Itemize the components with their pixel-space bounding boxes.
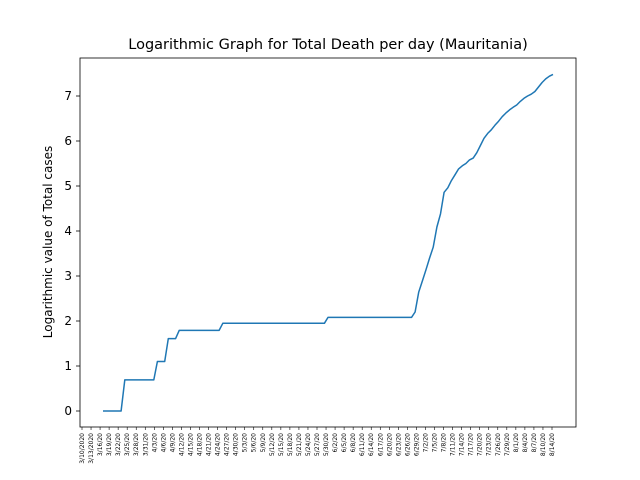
x-tick-label: 3/28/20 [133, 433, 140, 456]
x-tick-label: 4/18/20 [197, 433, 204, 456]
x-tick-label: 5/18/20 [287, 433, 294, 456]
x-tick-label: 3/13/2020 [88, 433, 95, 464]
x-tick-label: 6/20/20 [386, 433, 393, 456]
x-tick-label: 6/5/20 [341, 433, 348, 452]
x-tick-label: 6/23/20 [395, 433, 402, 456]
x-tick-label: 3/10/2020 [79, 433, 86, 464]
x-tick-label: 6/8/20 [350, 433, 357, 452]
plot-area [79, 57, 577, 428]
x-tick-label: 5/21/20 [296, 433, 303, 456]
x-tick-label: 5/27/20 [314, 433, 321, 456]
x-tick-label: 4/27/20 [224, 433, 231, 456]
x-tick-label: 3/19/20 [106, 433, 113, 456]
y-tick-label: 1 [64, 359, 72, 373]
y-tick-label: 3 [64, 269, 72, 283]
y-tick-label: 6 [64, 134, 72, 148]
x-tick-label: 3/31/20 [142, 433, 149, 456]
x-tick-label: 8/10/20 [540, 433, 547, 456]
x-tick-label: 6/2/20 [332, 433, 339, 452]
x-tick-label: 6/11/20 [359, 433, 366, 456]
x-tick-label: 4/9/20 [169, 433, 176, 452]
x-tick-label: 6/14/20 [368, 433, 375, 456]
x-tick-label: 6/17/20 [377, 433, 384, 456]
x-tick-label: 4/6/20 [160, 433, 167, 452]
x-tick-label: 4/24/20 [215, 433, 222, 456]
x-tick-label: 4/30/20 [233, 433, 240, 456]
x-tick-label: 8/14/20 [549, 433, 556, 456]
x-tick-label: 7/11/20 [450, 433, 457, 456]
x-tick-label: 7/23/20 [486, 433, 493, 456]
x-tick-label: 8/4/20 [522, 433, 529, 452]
y-tick-label: 5 [64, 179, 72, 193]
x-tick-label: 4/12/20 [178, 433, 185, 456]
x-tick-label: 3/16/20 [97, 433, 104, 456]
x-tick-label: 5/15/20 [278, 433, 285, 456]
x-tick-label: 3/25/20 [124, 433, 131, 456]
x-tick-label: 5/12/20 [269, 433, 276, 456]
x-tick-label: 7/20/20 [477, 433, 484, 456]
x-tick-label: 6/26/20 [404, 433, 411, 456]
x-tick-label: 7/14/20 [459, 433, 466, 456]
y-tick-label: 2 [64, 314, 72, 328]
x-tick-label: 5/6/20 [251, 433, 258, 452]
x-tick-label: 7/17/20 [468, 433, 475, 456]
x-tick-label: 5/30/20 [323, 433, 330, 456]
x-tick-label: 4/15/20 [187, 433, 194, 456]
x-tick-label: 7/8/20 [441, 433, 448, 452]
y-tick-label: 0 [64, 404, 72, 418]
x-tick-label: 3/22/20 [115, 433, 122, 456]
x-tick-label: 6/29/20 [413, 433, 420, 456]
x-tick-label: 4/21/20 [206, 433, 213, 456]
series-line [103, 73, 554, 412]
x-tick-label: 7/29/20 [504, 433, 511, 456]
x-tick-label: 7/2/20 [422, 433, 429, 452]
x-tick-label: 5/3/20 [242, 433, 249, 452]
y-axis-ticks: 0 1 2 3 4 5 6 7 [64, 89, 80, 418]
y-tick-label: 7 [64, 89, 72, 103]
x-tick-label: 7/26/20 [495, 433, 502, 456]
x-tick-label: 5/24/20 [305, 433, 312, 456]
y-axis-label: Logarithmic value of Total cases [41, 146, 55, 338]
y-tick-label: 4 [64, 224, 72, 238]
x-tick-label: 7/5/20 [432, 433, 439, 452]
x-tick-label: 8/7/20 [531, 433, 538, 452]
chart-title: Logarithmic Graph for Total Death per da… [128, 37, 528, 53]
x-tick-label: 4/3/20 [151, 433, 158, 452]
x-tick-label: 8/1/20 [513, 433, 520, 452]
x-tick-label: 5/9/20 [260, 433, 267, 452]
x-axis-ticks: 3/10/2020 3/13/2020 3/16/20 3/19/20 3/22/20 3… [79, 427, 556, 464]
